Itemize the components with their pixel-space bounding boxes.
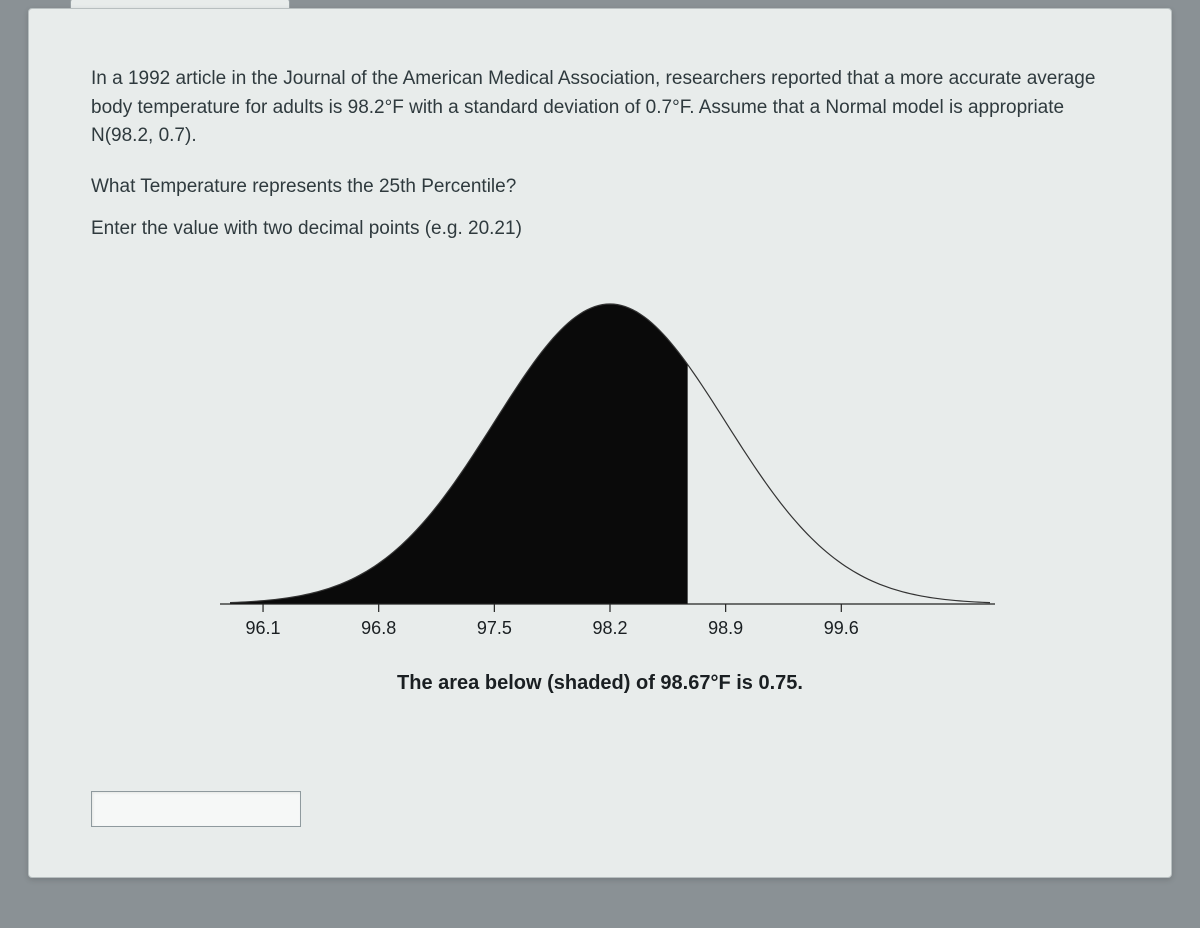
question-paragraph-1: In a 1992 article in the Journal of the … xyxy=(91,65,1109,151)
question-paragraph-2: What Temperature represents the 25th Per… xyxy=(91,173,1109,202)
shaded-region xyxy=(230,304,688,604)
normal-curve-chart: 96.1 96.8 97.5 98.2 98.9 99.6 xyxy=(190,274,1010,654)
screen-frame: In a 1992 article in the Journal of the … xyxy=(0,0,1200,928)
chart-caption: The area below (shaded) of 98.67°F is 0.… xyxy=(91,672,1109,695)
x-tick-label: 98.9 xyxy=(708,618,743,638)
x-tick-label: 96.8 xyxy=(361,618,396,638)
answer-input[interactable] xyxy=(91,791,301,827)
question-tab-stub xyxy=(70,0,290,8)
x-tick-label: 97.5 xyxy=(477,618,512,638)
x-tick-label: 96.1 xyxy=(246,618,281,638)
x-tick-label: 98.2 xyxy=(592,618,627,638)
question-card: In a 1992 article in the Journal of the … xyxy=(28,8,1172,878)
question-paragraph-3: Enter the value with two decimal points … xyxy=(91,215,1109,244)
x-tick-label: 99.6 xyxy=(824,618,859,638)
answer-row xyxy=(91,791,301,827)
question-text-block: In a 1992 article in the Journal of the … xyxy=(91,65,1109,244)
chart-container: 96.1 96.8 97.5 98.2 98.9 99.6 The area below … xyxy=(91,274,1109,695)
